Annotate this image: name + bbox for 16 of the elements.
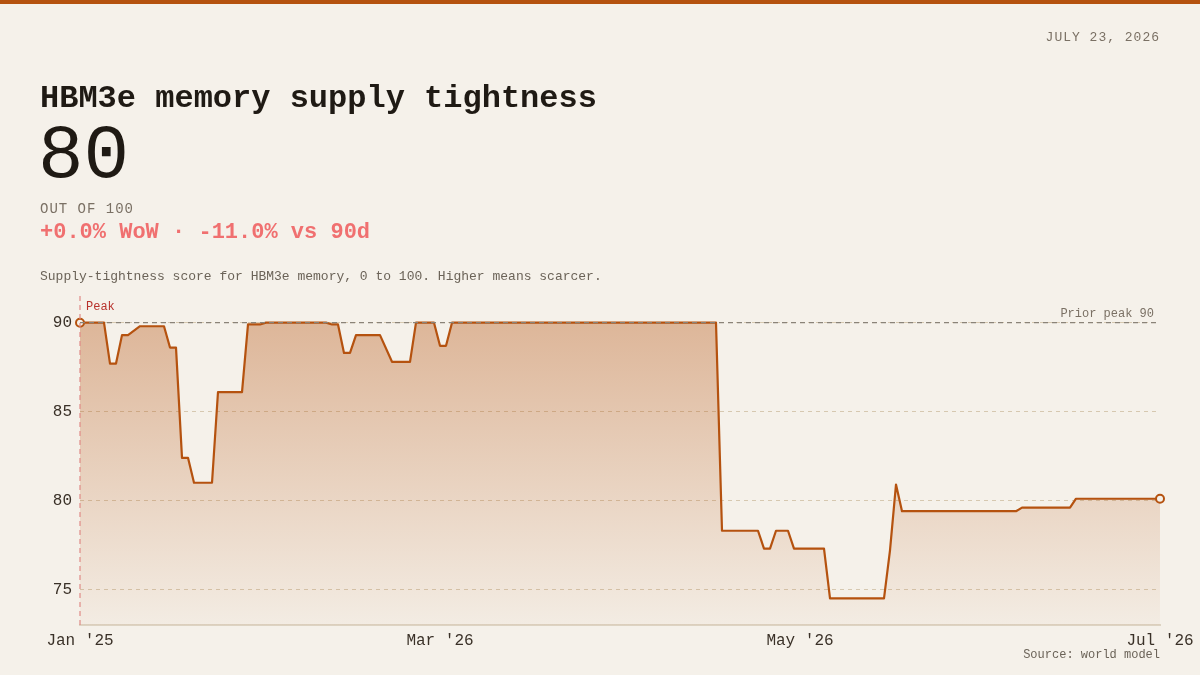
text: JULY 23, 2026 [1045, 30, 1160, 45]
y-tick-label: 90 [52, 313, 72, 332]
x-tick-label: Mar '26 [406, 631, 474, 650]
text: +0.0% WoW · -11.0% vs 90d [40, 220, 371, 245]
y-tick-label: 75 [52, 580, 72, 599]
x-tick-label: Jul '26 [1126, 631, 1194, 650]
y-tick-label: 80 [52, 491, 72, 510]
source-note: Source: world model [1023, 648, 1160, 662]
x-tick-label: May '26 [766, 631, 834, 650]
y-tick-label: 85 [52, 402, 72, 421]
x-tick-label: Jan '25 [46, 631, 114, 650]
ref-line-label: Peak [86, 300, 115, 315]
chart-title: HBM3e memory supply tightness [40, 80, 597, 117]
text: OUT OF 100 [40, 201, 135, 217]
chart-subtitle: Supply-tightness score for HBM3e memory, 0 to 100. Higher means scarcer. [40, 269, 602, 284]
ref-line-label: Prior peak 90 [1060, 306, 1154, 321]
